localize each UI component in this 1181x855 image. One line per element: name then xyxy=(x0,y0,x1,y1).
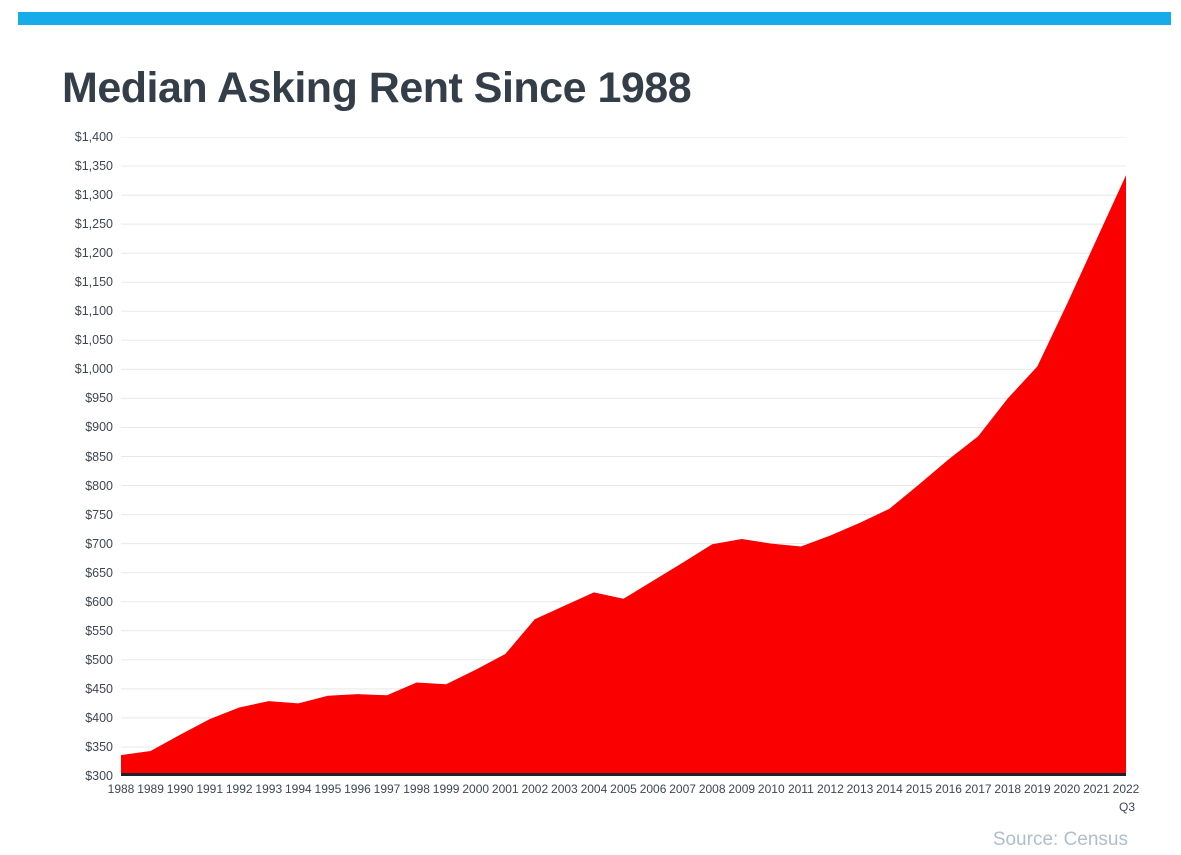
x-tick-label: 2003 xyxy=(551,782,578,796)
x-tick-label: 2016 xyxy=(935,782,962,796)
y-tick-label: $1,150 xyxy=(74,275,113,290)
x-tick-label: 1994 xyxy=(284,782,312,796)
x-tick-label: 1990 xyxy=(166,782,194,796)
y-tick-label: $1,050 xyxy=(74,333,113,348)
y-tick-label: $350 xyxy=(85,739,113,754)
x-tick-label: 1991 xyxy=(196,782,224,796)
x-tick-label: 1998 xyxy=(403,782,430,796)
y-tick-label: $400 xyxy=(85,710,113,725)
x-tick-label: 2011 xyxy=(787,782,814,796)
y-tick-label: $1,250 xyxy=(74,217,113,232)
x-tick-label: 2019 xyxy=(1023,782,1051,796)
x-tick-label: 2006 xyxy=(639,782,667,796)
x-tick-label: 2004 xyxy=(580,782,608,796)
chart-plot-area xyxy=(121,137,1126,777)
y-tick-label: $1,200 xyxy=(74,246,113,261)
y-tick-label: $1,000 xyxy=(74,362,113,377)
x-tick-label: 1999 xyxy=(432,782,460,796)
x-tick-label: 2007 xyxy=(669,782,696,796)
x-tick-label: 2008 xyxy=(698,782,726,796)
y-tick-label: $750 xyxy=(85,507,113,522)
x-tick-label: 1992 xyxy=(225,782,253,796)
y-tick-label: $1,400 xyxy=(74,130,113,144)
x-tick-label: 2001 xyxy=(491,782,519,796)
y-tick-label: $850 xyxy=(85,449,113,464)
y-tick-label: $1,350 xyxy=(74,159,113,174)
source-attribution: Source: Census xyxy=(992,829,1128,850)
x-tick-label: 2017 xyxy=(964,782,992,796)
x-tick-label: 2000 xyxy=(462,782,490,796)
x-tick-label: 1993 xyxy=(255,782,283,796)
y-tick-label: $500 xyxy=(85,652,113,667)
x-tick-label: 2012 xyxy=(817,782,844,796)
rent-area-series xyxy=(121,175,1126,777)
chart-title: Median Asking Rent Since 1988 xyxy=(62,64,692,112)
y-tick-label: $550 xyxy=(85,623,113,638)
x-tick-label: 1995 xyxy=(314,782,342,796)
x-tick-label: 2020 xyxy=(1053,782,1081,796)
y-tick-label: $900 xyxy=(85,420,113,435)
x-tick-label: 1996 xyxy=(344,782,371,796)
y-tick-label: $1,100 xyxy=(74,304,113,319)
x-tick-label: 2013 xyxy=(846,782,874,796)
top-accent-bar xyxy=(18,12,1171,25)
x-tick-label: 2005 xyxy=(610,782,637,796)
y-tick-label: $300 xyxy=(85,769,113,783)
y-tick-label: $950 xyxy=(85,391,113,406)
x-tick-label: 2002 xyxy=(521,782,549,796)
x-tick-label: 2015 xyxy=(905,782,933,796)
x-tick-label: 2010 xyxy=(757,782,785,796)
x-tick-label: 1989 xyxy=(137,782,164,796)
y-tick-label: $600 xyxy=(85,594,113,609)
x-tick-label: 1988 xyxy=(107,782,135,796)
x-tick-label: 2018 xyxy=(994,782,1022,796)
x-tick-label: 2014 xyxy=(876,782,903,796)
y-tick-label: $800 xyxy=(85,478,113,493)
y-tick-label: $450 xyxy=(85,681,113,696)
x-tick-label: 2022 xyxy=(1112,782,1140,796)
x-tick-label: 1997 xyxy=(373,782,401,796)
x-tick-label: 2021 xyxy=(1083,782,1110,796)
x-tick-sub-label: Q3 xyxy=(1118,800,1136,814)
y-tick-label: $700 xyxy=(85,536,113,551)
x-tick-label: 2009 xyxy=(728,782,756,796)
y-tick-label: $1,300 xyxy=(74,188,113,203)
y-tick-label: $650 xyxy=(85,565,113,580)
